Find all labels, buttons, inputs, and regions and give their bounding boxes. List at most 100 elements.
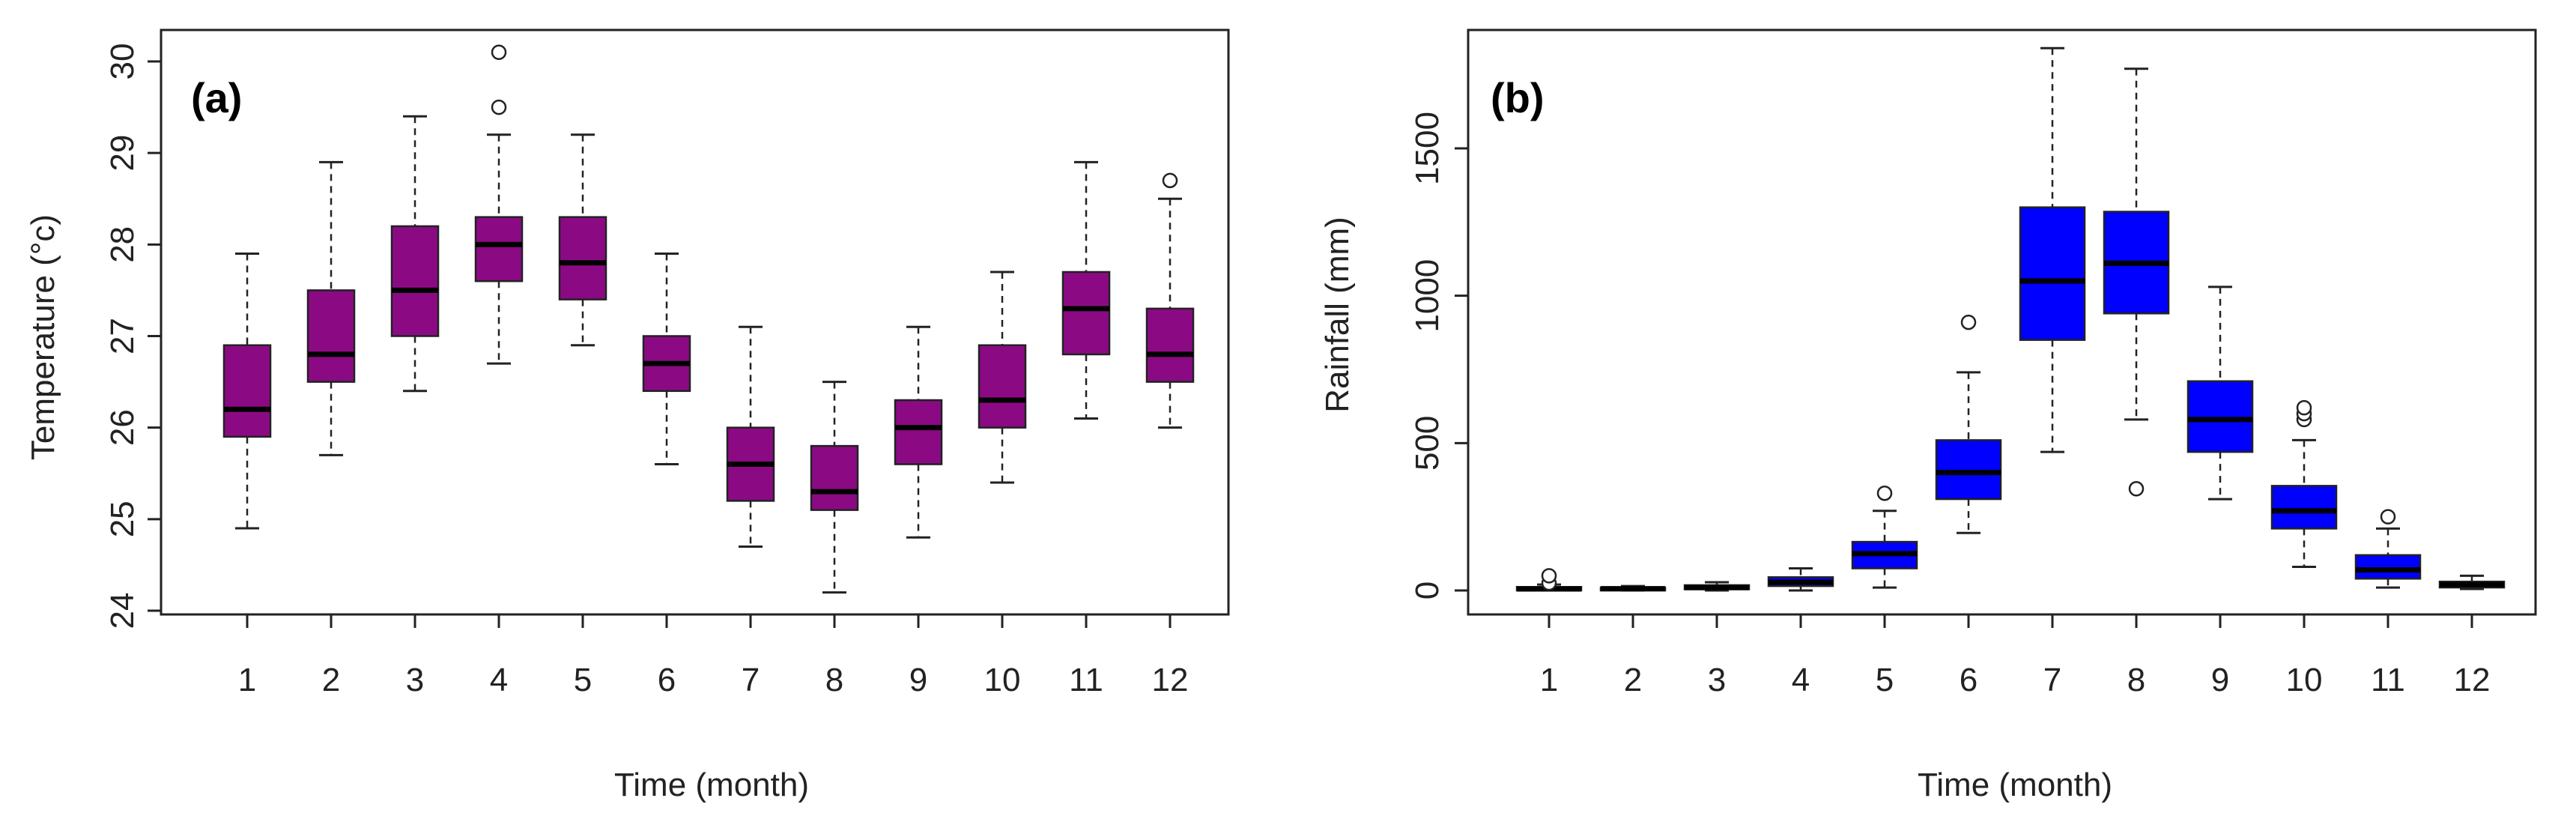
y-axis-a: 24 25 26 27 28 29 30 bbox=[104, 43, 161, 629]
iqr-box bbox=[2270, 485, 2338, 530]
iqr-box bbox=[558, 216, 607, 300]
y-tick-label-b-3: 1500 bbox=[1409, 112, 1446, 185]
box-a-9 bbox=[894, 325, 943, 539]
iqr-box bbox=[390, 225, 440, 337]
box-a-3 bbox=[390, 115, 440, 393]
box-b-7 bbox=[2019, 46, 2086, 453]
outlier-point bbox=[1541, 568, 1557, 584]
x-tick-label-b-3: 4 bbox=[1792, 662, 1810, 698]
plot-frame-a bbox=[160, 28, 1230, 616]
box-a-11 bbox=[1061, 160, 1111, 420]
panel-label-b: (b) bbox=[1491, 74, 1545, 121]
outlier-point bbox=[1162, 172, 1178, 189]
box-a-4 bbox=[474, 44, 524, 365]
iqr-box bbox=[1145, 307, 1195, 383]
iqr-box bbox=[810, 444, 859, 511]
outlier-point bbox=[1960, 314, 1977, 330]
iqr-box bbox=[2019, 206, 2086, 341]
box-b-11 bbox=[2354, 509, 2422, 589]
box-a-5 bbox=[558, 133, 607, 347]
box-b-3 bbox=[1683, 581, 1751, 592]
x-tick-label-b-11: 12 bbox=[2454, 662, 2491, 698]
x-tick-label-a-3: 4 bbox=[490, 662, 508, 698]
x-tick-label-a-11: 12 bbox=[1152, 662, 1189, 698]
iqr-box bbox=[1061, 271, 1111, 356]
outlier-point bbox=[2128, 481, 2145, 497]
outlier-point bbox=[2380, 509, 2396, 525]
x-tick-label-a-10: 11 bbox=[1069, 662, 1103, 698]
box-b-2 bbox=[1599, 584, 1667, 592]
x-tick-label-b-10: 11 bbox=[2371, 662, 2405, 698]
x-tick-label-b-8: 9 bbox=[2211, 662, 2229, 698]
y-axis-title-a: Temperature (°c) bbox=[25, 214, 61, 460]
box-b-4 bbox=[1767, 567, 1834, 592]
x-tick-label-a-5: 6 bbox=[658, 662, 676, 698]
y-tick-label-a-5: 29 bbox=[104, 135, 141, 172]
x-tick-label-b-4: 5 bbox=[1876, 662, 1894, 698]
iqr-box bbox=[894, 399, 943, 465]
iqr-box bbox=[474, 216, 524, 282]
box-b-10 bbox=[2270, 399, 2338, 569]
boxes-a bbox=[222, 44, 1195, 594]
x-tick-label-b-1: 2 bbox=[1624, 662, 1642, 698]
iqr-box bbox=[2186, 380, 2254, 453]
box-b-5 bbox=[1851, 485, 1918, 589]
x-tick-label-b-7: 8 bbox=[2127, 662, 2145, 698]
y-tick-label-a-3: 27 bbox=[104, 318, 141, 354]
x-axis-b: 1 2 3 4 5 6 7 8 9 10 11 12 bbox=[1540, 614, 2491, 698]
box-b-8 bbox=[2103, 67, 2170, 497]
x-tick-label-a-7: 8 bbox=[825, 662, 843, 698]
x-tick-label-b-9: 10 bbox=[2286, 662, 2323, 698]
iqr-box bbox=[978, 344, 1027, 429]
iqr-box bbox=[306, 289, 356, 383]
box-b-9 bbox=[2186, 285, 2254, 501]
y-tick-label-a-0: 24 bbox=[104, 593, 141, 629]
iqr-box bbox=[2354, 554, 2422, 580]
x-axis-a: 1 2 3 4 5 6 7 8 9 10 11 12 bbox=[238, 614, 1189, 698]
x-tick-label-a-9: 10 bbox=[984, 662, 1021, 698]
y-axis-b: 0 500 1000 1500 bbox=[1409, 112, 1468, 599]
x-tick-label-a-6: 7 bbox=[742, 662, 760, 698]
y-tick-label-a-2: 26 bbox=[104, 409, 141, 446]
outlier-point bbox=[491, 44, 507, 61]
box-b-6 bbox=[1935, 314, 2002, 534]
box-a-10 bbox=[978, 271, 1027, 484]
x-tick-label-b-0: 1 bbox=[1540, 662, 1558, 698]
y-tick-label-b-1: 500 bbox=[1409, 416, 1446, 471]
y-tick-label-b-2: 1000 bbox=[1409, 259, 1446, 333]
panel-label-a: (a) bbox=[191, 74, 242, 121]
iqr-box bbox=[222, 344, 272, 438]
x-tick-label-a-0: 1 bbox=[238, 662, 256, 698]
y-tick-label-a-4: 28 bbox=[104, 226, 141, 263]
x-tick-label-b-2: 3 bbox=[1708, 662, 1726, 698]
x-tick-label-a-2: 3 bbox=[406, 662, 424, 698]
outlier-point bbox=[491, 99, 507, 115]
box-a-12 bbox=[1145, 172, 1195, 429]
iqr-box bbox=[1935, 439, 2002, 501]
x-tick-label-b-5: 6 bbox=[1960, 662, 1978, 698]
x-axis-title-b: Time (month) bbox=[1918, 767, 2112, 803]
outlier-point bbox=[1876, 485, 1893, 501]
x-tick-label-a-4: 5 bbox=[574, 662, 592, 698]
x-tick-label-a-1: 2 bbox=[322, 662, 340, 698]
outlier-point bbox=[2296, 399, 2312, 416]
box-a-1 bbox=[222, 253, 272, 530]
box-a-6 bbox=[642, 253, 691, 466]
box-a-7 bbox=[726, 325, 775, 548]
box-a-8 bbox=[810, 381, 859, 594]
box-b-1 bbox=[1515, 568, 1583, 592]
box-a-2 bbox=[306, 160, 356, 456]
y-tick-label-a-1: 25 bbox=[104, 501, 141, 537]
y-tick-label-b-0: 0 bbox=[1409, 581, 1446, 599]
boxes-b bbox=[1515, 46, 2506, 592]
x-axis-title-a: Time (month) bbox=[614, 767, 809, 803]
y-axis-title-b: Rainfall (mm) bbox=[1319, 217, 1356, 413]
box-b-12 bbox=[2438, 574, 2506, 590]
y-tick-label-a-6: 30 bbox=[104, 43, 141, 80]
x-tick-label-b-6: 7 bbox=[2043, 662, 2061, 698]
x-tick-label-a-8: 9 bbox=[909, 662, 927, 698]
plot-frame-b bbox=[1467, 28, 2537, 616]
